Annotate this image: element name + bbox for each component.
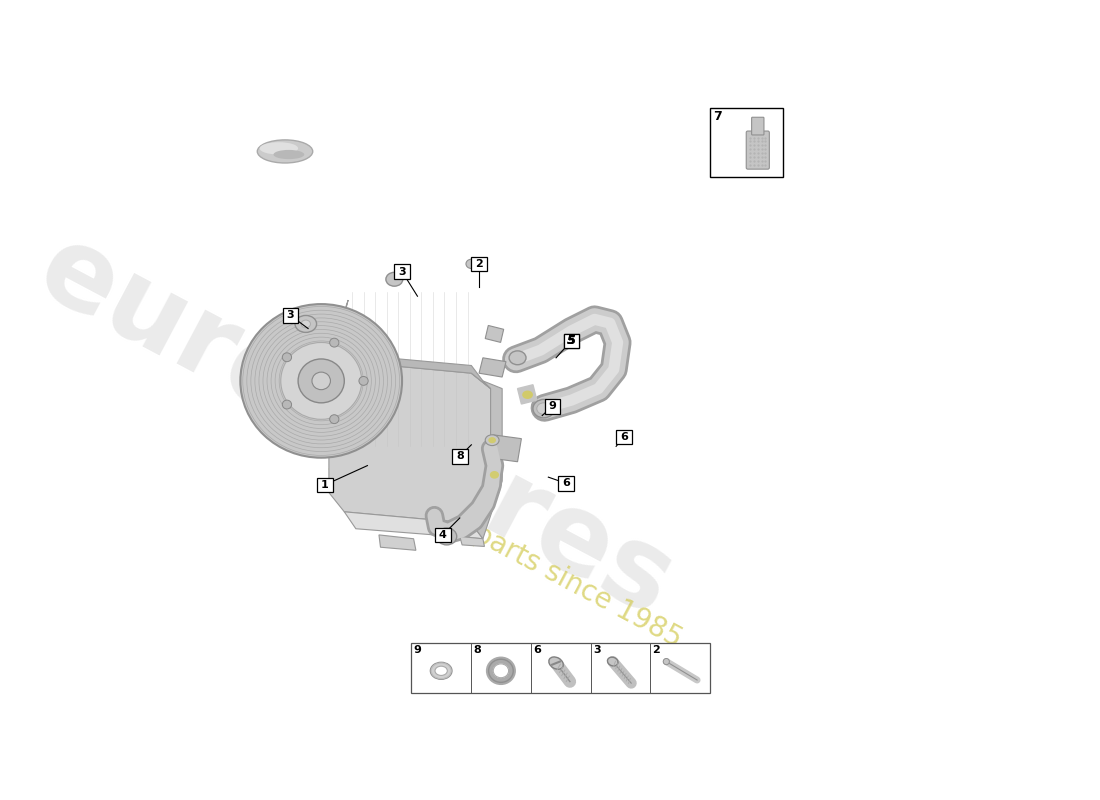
FancyBboxPatch shape [746, 131, 769, 169]
Ellipse shape [537, 403, 551, 414]
Text: 9: 9 [548, 402, 557, 411]
Ellipse shape [434, 666, 448, 675]
Ellipse shape [549, 657, 563, 670]
Ellipse shape [241, 304, 403, 458]
Polygon shape [490, 435, 521, 462]
Ellipse shape [257, 140, 312, 163]
Text: eurospares: eurospares [21, 215, 691, 639]
Ellipse shape [466, 259, 476, 269]
Ellipse shape [490, 471, 499, 478]
Text: 2: 2 [652, 645, 660, 655]
Text: 3: 3 [593, 645, 601, 655]
Text: 4: 4 [439, 530, 447, 540]
Ellipse shape [430, 662, 452, 679]
Ellipse shape [485, 434, 499, 446]
Ellipse shape [522, 390, 532, 399]
FancyBboxPatch shape [411, 642, 711, 693]
Text: 8: 8 [473, 645, 481, 655]
Ellipse shape [283, 353, 292, 362]
FancyBboxPatch shape [711, 107, 783, 177]
Polygon shape [472, 373, 502, 538]
Polygon shape [329, 362, 491, 523]
Text: 6: 6 [620, 432, 628, 442]
Polygon shape [344, 512, 483, 538]
Ellipse shape [274, 150, 305, 159]
Ellipse shape [280, 342, 362, 419]
Ellipse shape [283, 400, 292, 409]
Ellipse shape [301, 320, 310, 328]
Ellipse shape [359, 377, 369, 386]
Polygon shape [480, 358, 506, 377]
FancyBboxPatch shape [563, 334, 580, 348]
FancyBboxPatch shape [616, 430, 631, 445]
FancyBboxPatch shape [452, 449, 468, 464]
FancyBboxPatch shape [283, 308, 298, 322]
Text: 6: 6 [562, 478, 570, 488]
Ellipse shape [509, 351, 526, 365]
Text: 3: 3 [398, 266, 406, 277]
Text: 8: 8 [455, 451, 464, 462]
Ellipse shape [386, 272, 403, 286]
Polygon shape [332, 300, 367, 362]
Polygon shape [378, 535, 416, 550]
FancyBboxPatch shape [544, 399, 560, 414]
Text: 3: 3 [287, 310, 294, 321]
FancyBboxPatch shape [563, 334, 580, 348]
Ellipse shape [437, 528, 456, 545]
FancyBboxPatch shape [472, 257, 486, 271]
Text: 5: 5 [568, 334, 575, 347]
Polygon shape [485, 326, 504, 342]
Polygon shape [460, 537, 484, 546]
FancyBboxPatch shape [436, 527, 451, 542]
Ellipse shape [330, 338, 339, 347]
Ellipse shape [295, 315, 317, 332]
Text: 1: 1 [321, 480, 329, 490]
Text: 6: 6 [534, 645, 541, 655]
Text: 9: 9 [414, 645, 421, 655]
Text: 5: 5 [568, 334, 575, 347]
Ellipse shape [330, 414, 339, 423]
Polygon shape [517, 385, 537, 404]
FancyBboxPatch shape [559, 476, 574, 490]
Ellipse shape [488, 437, 496, 443]
FancyBboxPatch shape [318, 478, 332, 492]
FancyBboxPatch shape [751, 118, 763, 135]
Ellipse shape [607, 657, 618, 666]
Ellipse shape [298, 359, 344, 403]
Text: 5: 5 [568, 336, 575, 346]
Text: 2: 2 [475, 259, 483, 269]
Ellipse shape [534, 399, 554, 418]
Text: a passion for parts since 1985: a passion for parts since 1985 [302, 432, 686, 654]
Ellipse shape [312, 372, 330, 390]
Ellipse shape [260, 142, 298, 154]
FancyBboxPatch shape [395, 264, 409, 279]
Polygon shape [326, 354, 491, 389]
Text: 7: 7 [713, 110, 722, 123]
Circle shape [663, 658, 670, 665]
